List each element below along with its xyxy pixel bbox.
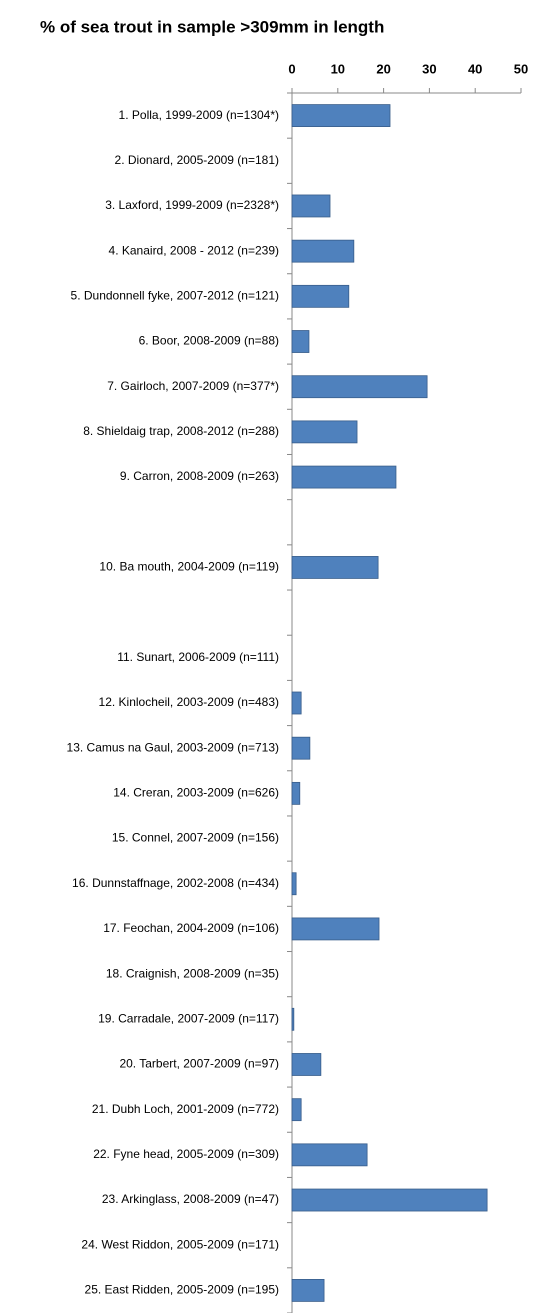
bar — [291, 1279, 325, 1302]
bar — [291, 420, 358, 444]
bar — [291, 1007, 295, 1031]
y-tick-label: 5. Dundonnell fyke, 2007-2012 (n=121) — [71, 289, 279, 303]
y-tick-label: 1. Polla, 1999-2009 (n=1304*) — [119, 108, 279, 122]
bar — [291, 872, 297, 896]
y-tick-label: 11. Sunart, 2006-2009 (n=111) — [117, 650, 279, 664]
y-tick-label: 14. Creran, 2003-2009 (n=626) — [113, 786, 279, 800]
bar — [291, 691, 302, 715]
y-tick-label: 6. Boor, 2008-2009 (n=88) — [139, 334, 279, 348]
x-tick-label: 40 — [468, 61, 482, 76]
y-tick-label: 3. Laxford, 1999-2009 (n=2328*) — [105, 198, 279, 212]
y-tick-label: 4. Kanaird, 2008 - 2012 (n=239) — [109, 243, 279, 257]
bar — [291, 736, 311, 760]
x-tick-label: 0 — [288, 61, 295, 76]
y-tick-label: 23. Arkinglass, 2008-2009 (n=47) — [102, 1192, 279, 1206]
bar — [291, 104, 391, 127]
bar — [291, 1143, 368, 1167]
y-tick-label: 24. West Riddon, 2005-2009 (n=171) — [81, 1237, 279, 1251]
y-tick-label: 16. Dunnstaffnage, 2002-2008 (n=434) — [72, 876, 279, 890]
bar — [291, 1098, 302, 1122]
y-tick-label: 13. Camus na Gaul, 2003-2009 (n=713) — [67, 740, 279, 754]
y-tick-label: 12. Kinlocheil, 2003-2009 (n=483) — [99, 695, 279, 709]
y-tick-label: 18. Craignish, 2008-2009 (n=35) — [106, 966, 279, 980]
bar — [291, 917, 380, 941]
y-tick-label: 15. Connel, 2007-2009 (n=156) — [112, 831, 279, 845]
bar — [291, 194, 331, 218]
bar — [291, 375, 428, 399]
bar — [291, 1053, 322, 1076]
y-tick-label: 8. Shieldaig trap, 2008-2012 (n=288) — [83, 424, 279, 438]
x-tick-label: 20 — [376, 61, 390, 76]
y-tick-label: 21. Dubh Loch, 2001-2009 (n=772) — [92, 1102, 279, 1116]
y-tick-label: 2. Dionard, 2005-2009 (n=181) — [115, 153, 279, 167]
bar — [291, 465, 397, 489]
y-tick-label: 10. Ba mouth, 2004-2009 (n=119) — [99, 560, 279, 574]
x-tick-label: 10 — [331, 61, 345, 76]
bar — [291, 556, 379, 579]
bar — [291, 330, 310, 353]
bar — [291, 239, 355, 263]
y-tick-label: 25. East Ridden, 2005-2009 (n=195) — [85, 1283, 279, 1297]
bar — [291, 781, 301, 805]
bar — [291, 284, 350, 308]
chart-title: % of sea trout in sample >309mm in lengt… — [40, 17, 384, 36]
y-tick-label: 20. Tarbert, 2007-2009 (n=97) — [119, 1057, 279, 1071]
y-tick-label: 7. Gairloch, 2007-2009 (n=377*) — [107, 379, 279, 393]
y-tick-label: 22. Fyne head, 2005-2009 (n=309) — [93, 1147, 279, 1161]
y-tick-label: 17. Feochan, 2004-2009 (n=106) — [103, 921, 279, 935]
bar — [291, 1188, 488, 1212]
y-tick-label: 9. Carron, 2008-2009 (n=263) — [120, 469, 279, 483]
x-tick-label: 30 — [422, 61, 436, 76]
y-tick-label: 19. Carradale, 2007-2009 (n=117) — [98, 1011, 279, 1025]
x-tick-label: 50 — [514, 61, 528, 76]
